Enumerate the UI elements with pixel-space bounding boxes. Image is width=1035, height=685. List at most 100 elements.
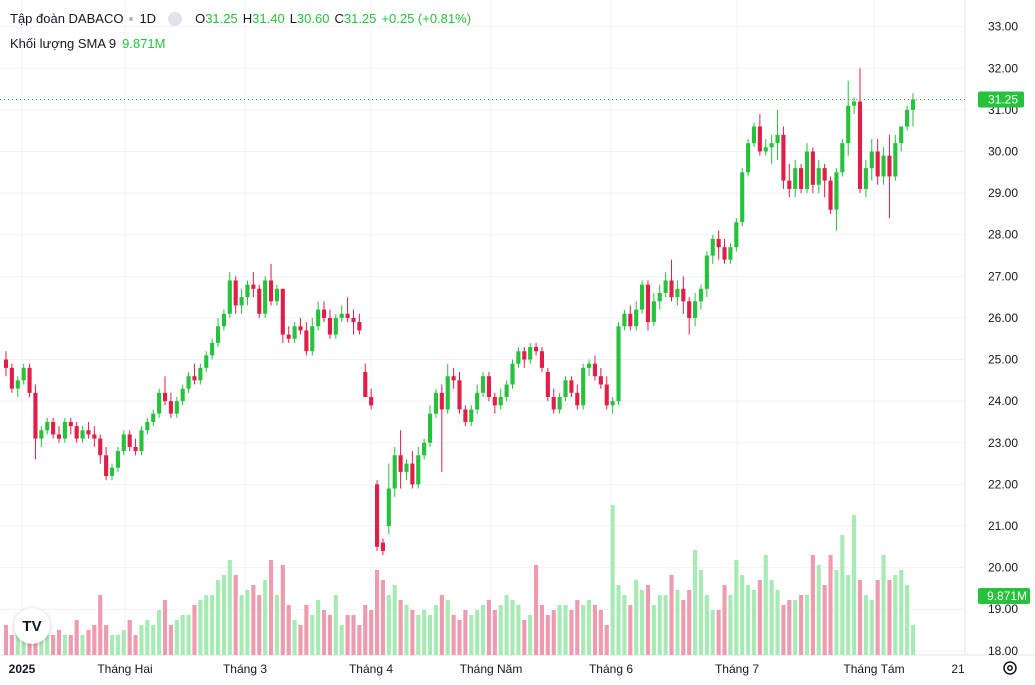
volume-bar xyxy=(274,595,279,655)
candle-body xyxy=(875,151,880,177)
candle-body xyxy=(569,380,574,393)
candle-body xyxy=(804,151,810,189)
candle-body xyxy=(192,376,197,381)
candle-body xyxy=(410,463,415,485)
volume-bar xyxy=(905,585,910,655)
candle-body xyxy=(162,392,168,402)
candle-body xyxy=(645,284,651,323)
candle-body xyxy=(480,376,486,393)
time-tick-label: Tháng 6 xyxy=(589,662,633,676)
volume-bar xyxy=(410,610,415,655)
candle-body xyxy=(857,101,863,189)
volume-bar xyxy=(740,575,745,655)
candle-body xyxy=(528,347,533,360)
candle-body xyxy=(787,180,792,189)
volume-bar xyxy=(245,590,250,655)
volume-bar xyxy=(157,610,162,655)
volume-bar xyxy=(863,595,868,655)
candle-body xyxy=(239,297,244,306)
volume-bar xyxy=(651,605,656,655)
volume-bar xyxy=(439,595,444,655)
candle-body xyxy=(610,401,615,406)
candle-body xyxy=(545,372,550,397)
timeframe-label[interactable]: 1D xyxy=(139,11,157,26)
time-tick-label: Tháng Tám xyxy=(843,662,904,676)
volume-bar xyxy=(675,590,680,655)
candle-body xyxy=(198,367,203,381)
volume-bar xyxy=(286,605,291,655)
candle-body xyxy=(852,101,857,106)
volume-bar xyxy=(369,610,374,655)
gear-icon[interactable] xyxy=(1000,658,1020,678)
candle-body xyxy=(339,313,344,318)
candle-body xyxy=(539,351,545,368)
volume-bar xyxy=(357,625,362,655)
candle-body xyxy=(316,309,321,327)
volume-bar xyxy=(298,625,303,655)
volume-bar xyxy=(92,625,97,655)
candle-body xyxy=(893,143,898,177)
volume-bar xyxy=(192,605,197,655)
volume-bar xyxy=(710,610,715,655)
price-tick-label: 19.00 xyxy=(988,602,1018,616)
volume-bar xyxy=(734,560,739,655)
candle-body xyxy=(910,99,916,110)
candle-body xyxy=(640,284,645,310)
candle-body xyxy=(369,397,374,406)
volume-sma-label[interactable]: Khối lượng SMA 9 xyxy=(10,36,117,51)
candle-body xyxy=(286,334,291,339)
price-tick-label: 26.00 xyxy=(988,311,1018,325)
open-value: 31.25 xyxy=(205,11,238,26)
volume-bar xyxy=(645,585,651,655)
volume-bar xyxy=(563,605,568,655)
candle-body xyxy=(204,355,209,368)
volume-bar xyxy=(628,605,633,655)
volume-bar xyxy=(51,635,56,655)
volume-bar xyxy=(528,615,533,655)
time-tick-label: Tháng 3 xyxy=(223,662,267,676)
volume-bar xyxy=(516,605,521,655)
candle-body xyxy=(3,359,9,368)
candle-body xyxy=(439,392,444,410)
candle-body xyxy=(681,288,686,302)
candle-body xyxy=(27,367,32,393)
volume-bar xyxy=(539,605,545,655)
volume-bar xyxy=(339,625,344,655)
tradingview-logo-icon[interactable]: TV xyxy=(14,608,50,644)
candle-body xyxy=(869,151,874,169)
volume-bar xyxy=(45,635,50,655)
volume-bar xyxy=(62,635,67,655)
candle-body xyxy=(551,397,556,410)
candle-body xyxy=(881,155,886,177)
candle-body xyxy=(233,280,238,306)
volume-bar xyxy=(304,605,309,655)
price-tick-label: 18.00 xyxy=(988,644,1018,658)
volume-bar xyxy=(151,625,156,655)
volume-bar xyxy=(198,600,203,655)
volume-bar xyxy=(869,600,874,655)
volume-bar xyxy=(681,600,686,655)
candle-body xyxy=(728,247,733,260)
low-label: L xyxy=(289,11,297,26)
candle-body xyxy=(280,288,285,335)
candle-body xyxy=(380,542,385,551)
volume-bar xyxy=(545,615,550,655)
volume-bar xyxy=(80,635,85,655)
high-label: H xyxy=(242,11,253,26)
candle-body xyxy=(257,288,262,314)
candle-body xyxy=(793,168,798,189)
candle-body xyxy=(274,288,279,302)
candle-body xyxy=(39,430,44,439)
time-tick-label: 2025 xyxy=(9,662,36,676)
candle-body xyxy=(563,380,568,397)
volume-bar xyxy=(663,595,668,655)
candle-body xyxy=(74,426,79,439)
volume-bar xyxy=(846,575,851,655)
volume-bar xyxy=(504,595,509,655)
volume-bar xyxy=(457,620,462,655)
candle-body xyxy=(492,397,497,406)
volume-bar xyxy=(86,630,91,655)
candle-body xyxy=(21,367,26,381)
symbol-name[interactable]: Tập đoàn DABACO xyxy=(10,11,124,26)
